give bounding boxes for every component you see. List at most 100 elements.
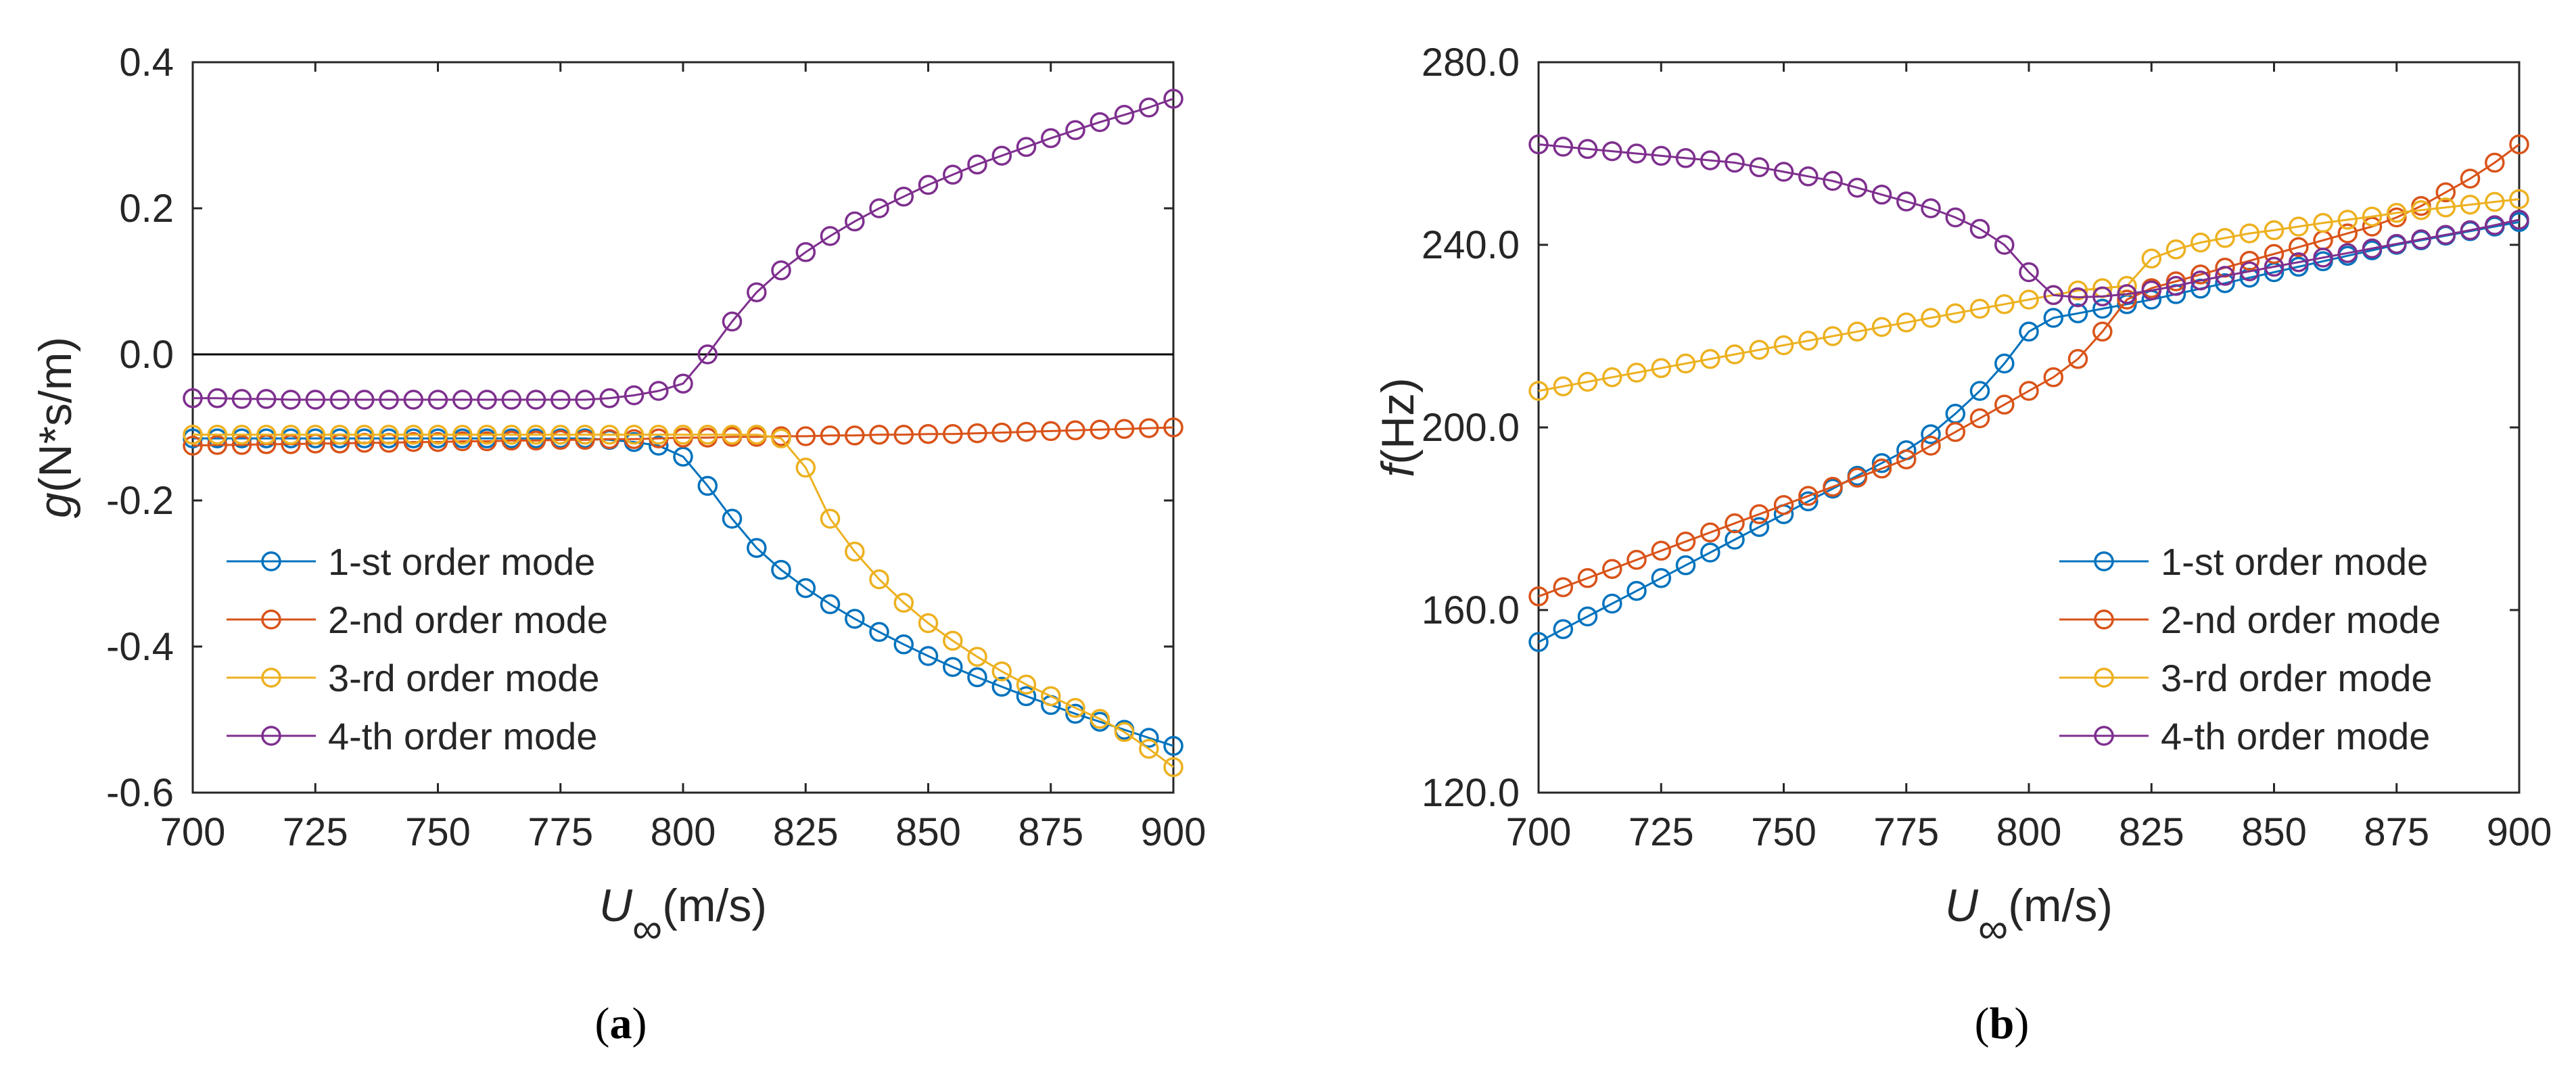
data-point [2460,220,2481,241]
data-point [2313,248,2333,268]
y-tick-label: 0.2 [119,187,174,231]
y-tick-label: 280.0 [1422,41,1520,85]
data-point [1823,477,1843,497]
data-point [747,282,767,302]
data-point [1139,728,1159,748]
data-point [281,425,301,445]
data-point [2019,262,2039,283]
data-point [1528,586,1549,607]
data-point [2239,261,2260,281]
data-point [1896,449,1917,470]
legend-label: 3-rd order mode [2161,657,2433,699]
x-axis-label: U∞(m/s) [1945,880,2113,952]
caption-paren-close: ) [632,999,647,1048]
data-point [525,425,546,445]
data-point [2362,238,2383,259]
data-point [183,436,203,456]
data-point [2387,233,2407,254]
data-point [2191,264,2211,285]
legend-label: 3-rd order mode [328,657,600,699]
x-axis-symbol: U [599,880,633,931]
data-point [2289,216,2309,237]
data-point [2337,223,2358,243]
data-point [1163,736,1184,756]
data-point [525,390,546,410]
data-point [1553,577,1574,598]
data-point [501,430,522,451]
data-point [599,425,620,445]
x-tick-label: 825 [2119,810,2184,854]
data-point [1969,408,1990,429]
data-point [379,425,399,445]
chart-panel-b: 700 725 750 775 800 825 850 875 900 120.0 160.0 200… [1372,41,2552,1048]
data-point [354,425,375,445]
data-point [1725,513,1745,534]
data-point [231,425,252,445]
data-point [575,425,595,445]
data-point [1749,517,1770,537]
data-point [207,425,228,445]
x-tick-label: 875 [1018,810,1083,854]
data-point [2485,152,2505,173]
data-point [1871,452,1892,473]
data-point [183,425,203,445]
data-point [1969,218,1990,239]
data-point [256,425,277,445]
data-point [918,646,939,666]
data-point [1773,495,1794,515]
data-point [991,422,1012,443]
data-point [722,311,743,332]
data-point [427,425,448,445]
series-4 [1528,134,2529,308]
data-point [2141,248,2162,269]
data-point [1602,593,1622,614]
data-point [2092,286,2113,307]
data-point [845,211,865,232]
data-point [697,475,718,496]
data-point [673,446,693,467]
legend-label: 2-nd order mode [2161,599,2441,641]
data-point [943,423,963,444]
data-point [231,389,252,409]
caption-letter: b [1990,999,2015,1048]
data-point [1090,709,1110,729]
y-tick-label: 120.0 [1422,771,1520,815]
data-point [1041,686,1061,707]
data-point [649,425,669,445]
data-point [893,592,914,613]
x-tick-label: 725 [1629,810,1694,854]
data-point [1577,371,1598,392]
data-point [1725,530,1745,550]
data-point [1577,139,1598,160]
x-tick-label: 825 [773,810,839,854]
data-point [379,390,399,410]
data-point [1016,137,1037,158]
data-point [1700,349,1720,369]
data-point [2362,216,2383,237]
data-point [1626,143,1647,164]
data-point [452,425,473,445]
data-point [845,541,865,562]
data-point [2117,284,2137,304]
x-tick-label: 800 [1996,810,2062,854]
data-point [1626,550,1647,570]
data-point [1163,89,1184,109]
data-point [1896,191,1917,212]
data-point [1700,522,1720,543]
data-point [1823,170,1843,191]
data-point [967,647,987,667]
data-point [967,154,987,174]
data-point [1090,419,1110,440]
data-point [1725,152,1745,173]
data-point [795,426,816,446]
data-point [943,164,963,185]
data-point [1798,166,1819,187]
y-axis-unit: (Hz) [1372,377,1424,464]
data-point [1847,321,1868,342]
x-tick-label: 850 [895,810,961,854]
data-point [1528,134,1549,155]
data-point [2509,189,2529,210]
data-point [207,388,228,408]
legend: 1-st order mode 2-nd order mode 3-rd order… [2059,540,2441,757]
data-point [1871,317,1892,337]
